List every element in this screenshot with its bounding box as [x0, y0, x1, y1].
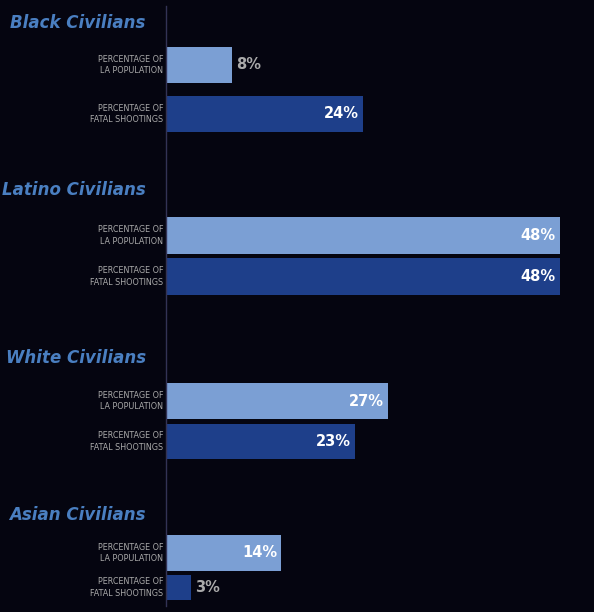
Bar	[166, 217, 560, 254]
Bar	[166, 575, 191, 600]
Text: 14%: 14%	[242, 545, 277, 561]
Text: 48%: 48%	[520, 269, 556, 284]
Bar	[166, 424, 355, 459]
Text: 27%: 27%	[349, 394, 384, 409]
Bar	[166, 258, 560, 295]
Bar	[166, 47, 232, 83]
Text: PERCENTAGE OF
FATAL SHOOTINGS: PERCENTAGE OF FATAL SHOOTINGS	[90, 431, 163, 452]
Text: 24%: 24%	[324, 106, 359, 121]
Text: PERCENTAGE OF
LA POPULATION: PERCENTAGE OF LA POPULATION	[97, 54, 163, 75]
Text: PERCENTAGE OF
FATAL SHOOTINGS: PERCENTAGE OF FATAL SHOOTINGS	[90, 266, 163, 287]
Bar	[166, 384, 388, 419]
Text: White Civilians: White Civilians	[6, 349, 146, 367]
Bar	[166, 536, 281, 570]
Text: Black Civilians: Black Civilians	[11, 14, 146, 32]
Text: 8%: 8%	[236, 58, 261, 72]
Bar	[166, 96, 363, 132]
Text: 48%: 48%	[520, 228, 556, 243]
Text: PERCENTAGE OF
FATAL SHOOTINGS: PERCENTAGE OF FATAL SHOOTINGS	[90, 577, 163, 598]
Text: Asian Civilians: Asian Civilians	[10, 506, 146, 524]
Text: PERCENTAGE OF
LA POPULATION: PERCENTAGE OF LA POPULATION	[97, 225, 163, 246]
Text: PERCENTAGE OF
FATAL SHOOTINGS: PERCENTAGE OF FATAL SHOOTINGS	[90, 103, 163, 124]
Text: PERCENTAGE OF
LA POPULATION: PERCENTAGE OF LA POPULATION	[97, 543, 163, 564]
Text: 23%: 23%	[316, 434, 350, 449]
Text: PERCENTAGE OF
LA POPULATION: PERCENTAGE OF LA POPULATION	[97, 390, 163, 411]
Text: Latino Civilians: Latino Civilians	[2, 181, 146, 198]
Text: 3%: 3%	[195, 580, 220, 595]
